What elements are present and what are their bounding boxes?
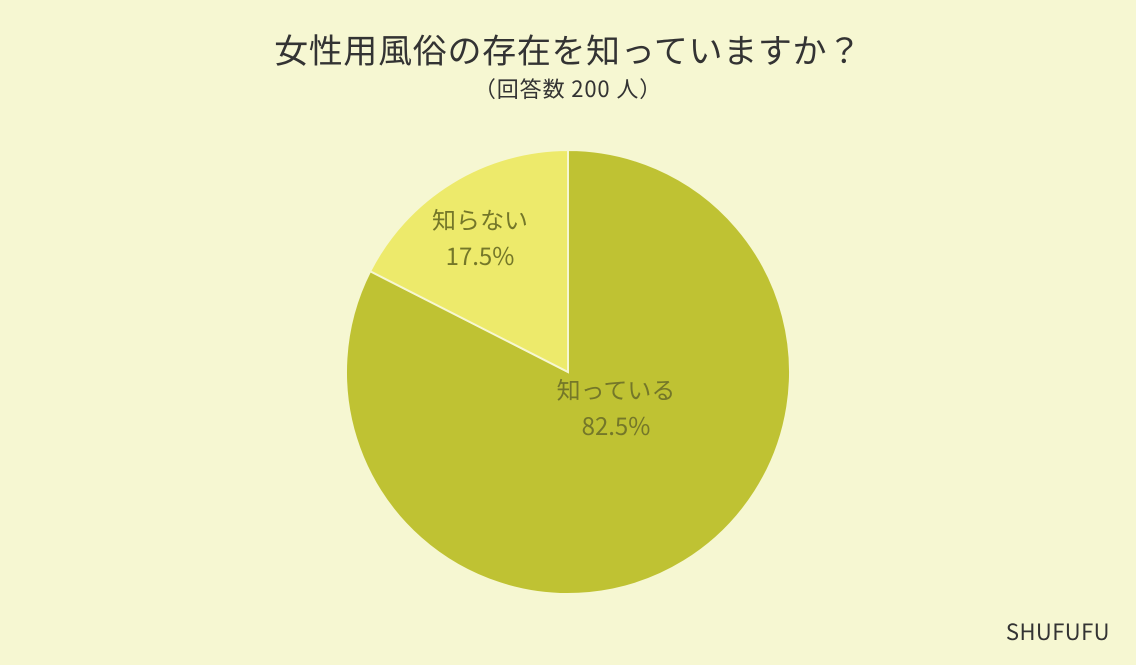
- pie-slice-label-0: 知っている82.5%: [557, 371, 676, 443]
- pie-slice-label-percent: 17.5%: [432, 237, 528, 273]
- chart-canvas: 女性用風俗の存在を知っていますか？ （回答数 200 人） 知っている82.5%…: [0, 0, 1136, 665]
- pie-slice-label-name: 知らない: [432, 201, 528, 237]
- pie-chart: 知っている82.5% 知らない17.5%: [346, 150, 790, 594]
- chart-subtitle: （回答数 200 人）: [0, 72, 1136, 104]
- watermark: SHUFUFU: [1006, 615, 1110, 647]
- pie-slice-label-name: 知っている: [557, 371, 676, 407]
- pie-slice-label-1: 知らない17.5%: [432, 201, 528, 273]
- pie-slice-label-percent: 82.5%: [557, 407, 676, 443]
- chart-area: 知っている82.5% 知らない17.5%: [0, 150, 1136, 594]
- chart-title: 女性用風俗の存在を知っていますか？: [0, 24, 1136, 73]
